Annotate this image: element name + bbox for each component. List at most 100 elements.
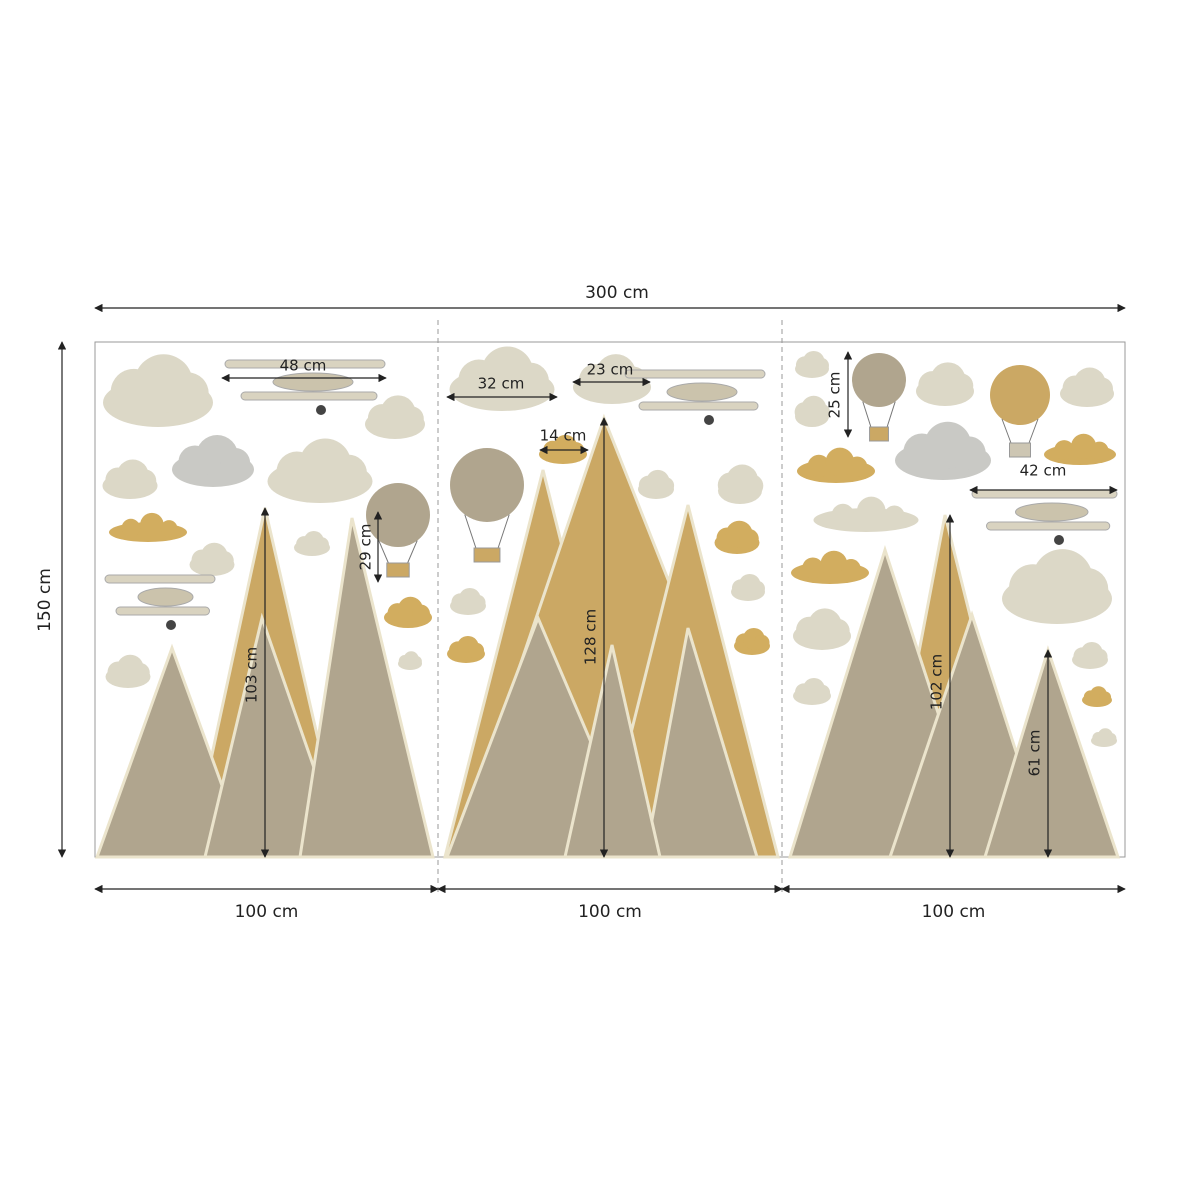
dimension-label: 29 cm xyxy=(357,524,375,571)
cloud-part xyxy=(1090,377,1113,401)
wheel xyxy=(704,415,714,425)
wing xyxy=(115,606,210,616)
wing xyxy=(638,401,759,411)
balloon-rope xyxy=(464,514,477,549)
cloud-part xyxy=(468,642,485,659)
cloud-part xyxy=(160,520,178,537)
mountain xyxy=(298,517,435,859)
cloud xyxy=(109,512,187,542)
mountain xyxy=(563,644,662,859)
cloud-part xyxy=(1090,441,1109,460)
cloud xyxy=(1091,728,1117,747)
cloud xyxy=(813,496,919,532)
cloud-part xyxy=(1091,648,1108,665)
artwork xyxy=(94,346,1121,859)
cloud-part xyxy=(740,474,764,498)
balloon xyxy=(990,365,1050,425)
fuselage xyxy=(137,587,194,607)
cloud xyxy=(365,395,425,439)
cloud-part xyxy=(825,618,850,643)
cloud-part xyxy=(856,496,886,526)
cloud-part xyxy=(846,456,868,477)
cloud-part xyxy=(952,436,986,470)
cloud-part xyxy=(814,684,831,701)
cloud xyxy=(1060,367,1114,408)
cloud-part xyxy=(133,469,157,493)
cloud-part xyxy=(214,551,234,571)
wing xyxy=(971,489,1118,499)
cloud-part xyxy=(398,406,424,432)
cloud xyxy=(638,469,675,500)
balloon-rope xyxy=(497,514,510,549)
biplane xyxy=(104,574,216,630)
dimension-label: 32 cm xyxy=(478,375,525,393)
wheel xyxy=(166,620,176,630)
fuselage xyxy=(666,382,738,402)
dimension-label: 42 cm xyxy=(1020,462,1067,480)
cloud xyxy=(102,459,158,500)
dimension-label: 100 cm xyxy=(922,902,986,922)
fuselage xyxy=(272,372,354,392)
dimension-label: 100 cm xyxy=(235,902,299,922)
balloon-rope xyxy=(1001,418,1012,444)
cloud-part xyxy=(739,529,759,549)
cloud-part xyxy=(831,503,855,527)
cloud-part xyxy=(130,663,150,683)
cloud xyxy=(1082,686,1112,707)
balloon-rope xyxy=(407,540,418,564)
balloon-basket xyxy=(473,547,501,563)
cloud xyxy=(384,596,432,628)
cloud-part xyxy=(411,604,430,623)
wing xyxy=(986,521,1111,531)
balloon-basket xyxy=(869,426,889,442)
cloud-part xyxy=(1105,732,1117,744)
balloon-basket xyxy=(386,562,410,578)
dimension-label: 48 cm xyxy=(280,357,327,375)
dimension-label: 23 cm xyxy=(587,361,634,379)
cloud-part xyxy=(469,594,486,611)
dimension-label: 102 cm xyxy=(928,654,946,710)
cloud xyxy=(791,550,869,584)
cloud xyxy=(1044,433,1116,465)
cloud xyxy=(797,447,875,483)
cloud xyxy=(1072,641,1108,670)
dimension-label: 300 cm xyxy=(585,283,649,303)
dimension-label: 100 cm xyxy=(578,902,642,922)
dimension-label: 14 cm xyxy=(540,427,587,445)
cloud xyxy=(916,362,974,406)
mountain xyxy=(94,643,251,859)
wing xyxy=(224,359,386,369)
dimension-label: 25 cm xyxy=(826,372,844,419)
cloud-part xyxy=(812,403,831,422)
cloud xyxy=(189,542,235,576)
cloud-part xyxy=(140,512,164,537)
cloud-part xyxy=(411,655,422,667)
cloud-part xyxy=(314,537,329,552)
cloud-part xyxy=(749,580,765,597)
dimension-label: 150 cm xyxy=(35,568,55,632)
cloud xyxy=(714,520,760,554)
cloud-part xyxy=(825,447,855,477)
dimension-label: 128 cm xyxy=(582,609,600,665)
cloud xyxy=(731,573,765,602)
wing xyxy=(240,391,378,401)
cloud xyxy=(105,654,151,688)
cloud xyxy=(717,464,764,505)
cloud-part xyxy=(220,448,251,478)
cloud-part xyxy=(1099,691,1112,704)
cloud xyxy=(794,395,831,427)
cloud xyxy=(793,608,851,650)
cloud xyxy=(172,435,254,487)
cloud-part xyxy=(807,454,831,478)
balloon-rope xyxy=(1028,418,1039,444)
wing xyxy=(624,369,766,379)
dimension-label: 61 cm xyxy=(1026,730,1044,777)
cloud xyxy=(450,587,486,616)
cloud xyxy=(1002,549,1112,624)
fuselage xyxy=(1015,502,1089,522)
balloon-rope xyxy=(862,401,872,428)
cloud-part xyxy=(511,362,549,400)
cloud xyxy=(398,651,422,670)
cloud-part xyxy=(841,559,861,579)
